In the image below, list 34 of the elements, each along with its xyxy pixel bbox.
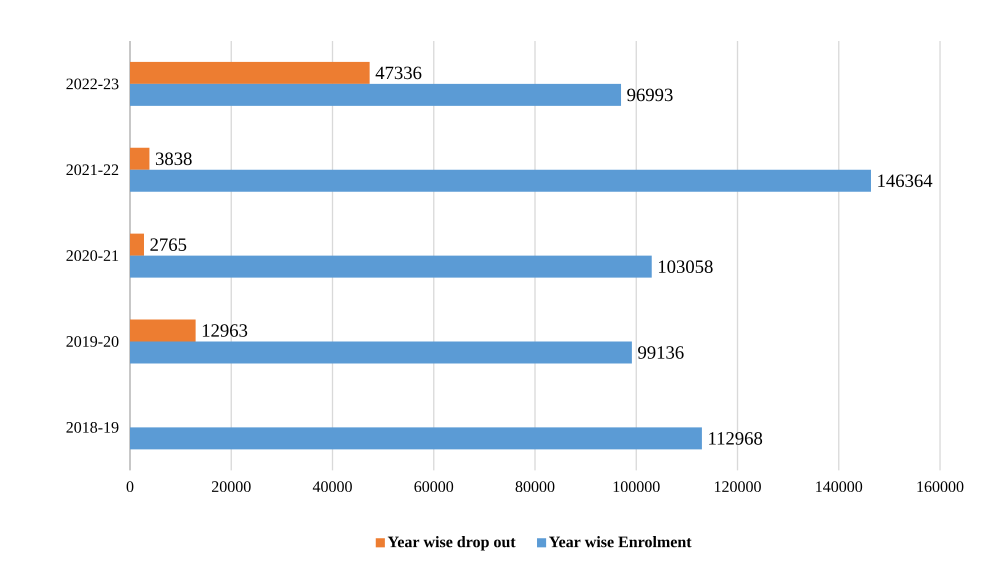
bar <box>130 84 622 106</box>
legend-label: Year wise drop out <box>388 536 516 551</box>
bar <box>130 62 370 84</box>
y-tick-label: 2019-20 <box>66 336 118 347</box>
y-tick-label: 2018-19 <box>66 422 118 433</box>
x-tick-label: 140000 <box>816 481 862 492</box>
data-label: 12963 <box>202 324 248 337</box>
x-tick-label: 40000 <box>312 481 352 492</box>
bar <box>130 170 871 192</box>
x-tick-label: 100000 <box>614 481 660 492</box>
data-label: 112968 <box>709 432 762 445</box>
data-label: 99136 <box>638 346 684 359</box>
y-tick-label: 2021-22 <box>66 164 118 176</box>
bar <box>130 234 144 256</box>
legend-label: Year wise Enrolment <box>549 536 692 548</box>
data-label: 146364 <box>878 174 932 188</box>
y-tick-label: 2022-23 <box>66 78 118 90</box>
x-tick-label: 80000 <box>516 481 554 492</box>
data-label: 103058 <box>658 260 713 273</box>
bar <box>130 320 196 342</box>
y-tick-label: 2020-21 <box>66 250 118 262</box>
x-tick-label: 60000 <box>414 481 454 492</box>
x-tick-label: 0 <box>126 481 134 492</box>
data-label: 96993 <box>627 88 673 102</box>
bar <box>130 342 632 364</box>
bar <box>130 148 150 170</box>
x-tick-label: 20000 <box>212 481 251 492</box>
data-label: 47336 <box>376 66 422 80</box>
data-label: 2765 <box>150 238 186 251</box>
x-tick-label: 120000 <box>714 481 761 492</box>
data-label: 3838 <box>156 152 192 166</box>
bar <box>130 256 652 278</box>
x-tick-label: 160000 <box>917 481 964 492</box>
bar <box>130 427 702 450</box>
